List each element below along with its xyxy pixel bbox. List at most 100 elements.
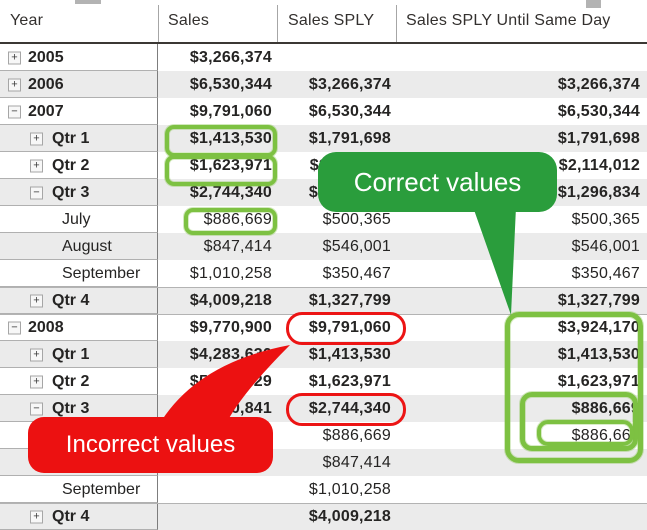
cell-sales: $3,266,374 xyxy=(189,48,272,66)
minus-icon[interactable]: − xyxy=(8,105,21,118)
row-header-cell xyxy=(0,288,158,314)
cell-until-same-day: $1,413,530 xyxy=(557,345,640,363)
row-header-cell xyxy=(0,233,158,260)
cell-sply: $2,744,340 xyxy=(308,399,391,417)
minus-icon[interactable]: − xyxy=(30,186,43,199)
column-header-year[interactable]: Year xyxy=(10,12,44,29)
plus-icon[interactable]: + xyxy=(8,78,21,91)
cell-sales: $9,791,060 xyxy=(189,102,272,120)
column-header-sales-sply[interactable]: Sales SPLY xyxy=(288,12,375,29)
cell-sales: $9,770,900 xyxy=(189,319,272,336)
table-row: $847,414 xyxy=(0,449,647,476)
row-label: September xyxy=(62,480,141,498)
row-label: Qtr 4 xyxy=(52,292,90,309)
minus-icon[interactable]: − xyxy=(8,321,21,335)
row-label: 2005 xyxy=(28,48,64,66)
cell-sales: $886,669 xyxy=(203,210,272,228)
cell-until-same-day: $1,296,834 xyxy=(557,183,640,201)
row-label: August xyxy=(62,237,112,255)
cell-until-same-day: $1,791,698 xyxy=(557,129,640,147)
cell-until-same-day xyxy=(400,504,640,530)
row-label: July xyxy=(62,210,91,228)
column-header-sales-sply-until-same-day[interactable]: Sales SPLY Until Same Day xyxy=(406,12,611,29)
cell-sales: $1,623,971 xyxy=(189,156,272,174)
cell-sply: $350,467 xyxy=(322,264,391,282)
scrollbar-artifact xyxy=(586,0,601,8)
cell-sales: $5,436,429 xyxy=(189,372,272,390)
header-underline xyxy=(0,42,647,44)
cell-until-same-day: $350,467 xyxy=(571,264,640,282)
cell-sales: $4,009,218 xyxy=(189,292,272,309)
cell-until-same-day xyxy=(400,476,640,503)
cell-sply: $1,791,698 xyxy=(308,129,391,147)
row-label: Qtr 4 xyxy=(52,508,90,525)
row-label: 2008 xyxy=(28,319,64,336)
cell-until-same-day: $500,365 xyxy=(571,210,640,228)
table-row: + Qtr 1 $4,283,630 $1,413,530 $1,413,530 xyxy=(0,341,647,368)
cell-sales: $1,413,530 xyxy=(189,129,272,147)
table-row: −2008 $9,770,900 $9,791,060 $3,924,170 xyxy=(0,314,647,341)
cell-until-same-day: $3,266,374 xyxy=(557,75,640,93)
row-header-cell xyxy=(0,315,158,341)
cell-sply: $9,791,060 xyxy=(308,319,391,336)
table-row: − Qtr 3 $50,841 $2,744,340 $886,669 xyxy=(0,395,647,422)
cell-sales: $847,414 xyxy=(203,237,272,255)
plus-icon[interactable]: + xyxy=(30,294,43,308)
plus-icon[interactable]: + xyxy=(30,348,43,361)
row-header-cell xyxy=(0,341,158,368)
cell-until-same-day: $1,623,971 xyxy=(557,372,640,390)
row-header-cell xyxy=(0,368,158,395)
table-row: July $886,669 $500,365 $500,365 xyxy=(0,206,647,233)
plus-icon[interactable]: + xyxy=(8,51,21,64)
cell-until-same-day: $546,001 xyxy=(571,237,640,255)
plus-icon[interactable]: + xyxy=(30,375,43,388)
table-row: +2006 $6,530,344 $3,266,374 $3,266,374 xyxy=(0,71,647,98)
cell-sales xyxy=(158,449,272,476)
row-header-cell xyxy=(0,98,158,125)
cell-sply: $6,530,344 xyxy=(308,102,391,120)
header-divider xyxy=(158,5,159,42)
cell-until-same-day: $886,669 xyxy=(571,426,640,444)
cell-sales xyxy=(158,422,272,449)
row-label: Qtr 3 xyxy=(52,183,90,201)
cell-sales xyxy=(158,504,272,530)
header-divider xyxy=(396,5,397,42)
cell-until-same-day xyxy=(400,449,640,476)
cell-sales: $2,744,340 xyxy=(189,183,272,201)
row-header-cell xyxy=(0,125,158,152)
cell-sales xyxy=(158,476,272,503)
cell-sales: $4,283,630 xyxy=(189,345,272,363)
cell-until-same-day: $886,669 xyxy=(571,399,640,417)
cell-sales: $6,530,344 xyxy=(189,75,272,93)
cell-sply: $886,669 xyxy=(322,426,391,444)
cell-until-same-day: $1,327,799 xyxy=(557,292,640,309)
row-header-cell xyxy=(0,44,158,71)
cell-until-same-day: $2,114,012 xyxy=(558,156,640,174)
row-header-cell xyxy=(0,260,158,287)
table-row: − Qtr 3 $2,744,340 $1,296,834 $1,296,834 xyxy=(0,179,647,206)
cell-sply: $1,010,258 xyxy=(308,480,391,498)
row-header-cell xyxy=(0,152,158,179)
row-header-cell xyxy=(0,476,158,503)
row-label: Qtr 1 xyxy=(52,129,90,147)
table-row: September $1,010,258 $350,467 $350,467 xyxy=(0,260,647,287)
cell-sply: $1,413,530 xyxy=(308,345,391,363)
row-header-cell xyxy=(0,179,158,206)
row-label: 2007 xyxy=(28,102,64,120)
plus-icon[interactable]: + xyxy=(30,132,43,145)
table-row: August $847,414 $546,001 $546,001 xyxy=(0,233,647,260)
row-label: 2006 xyxy=(28,75,64,93)
plus-icon[interactable]: + xyxy=(30,159,43,172)
plus-icon[interactable]: + xyxy=(30,510,43,524)
minus-icon[interactable]: − xyxy=(30,402,43,415)
table-row: $886,669 $886,669 xyxy=(0,422,647,449)
column-header-sales[interactable]: Sales xyxy=(168,12,210,29)
header-divider xyxy=(277,5,278,42)
cell-sply: $500,365 xyxy=(322,210,391,228)
table-row: + Qtr 2 $5,436,429 $1,623,971 $1,623,971 xyxy=(0,368,647,395)
row-header-cell xyxy=(0,71,158,98)
row-label: Qtr 2 xyxy=(52,156,90,174)
cell-sply: $1,296,834 xyxy=(308,183,391,201)
cell-until-same-day xyxy=(400,44,640,71)
